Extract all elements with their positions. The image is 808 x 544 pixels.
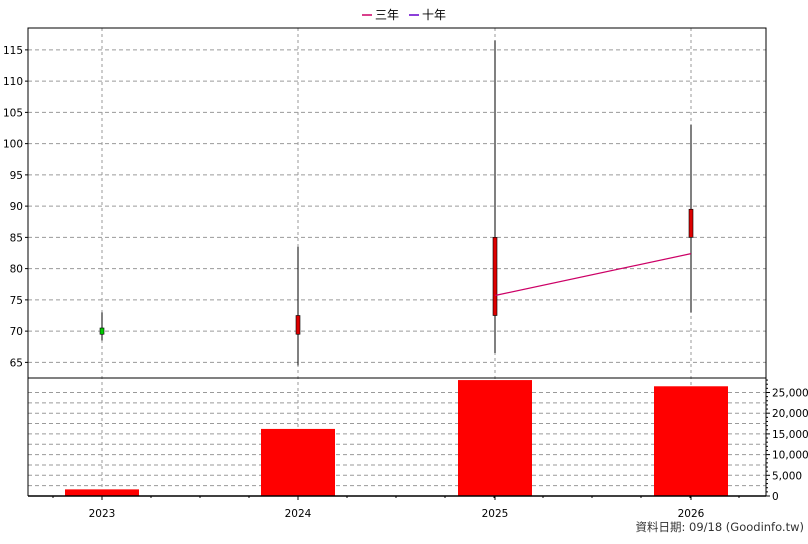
candle-body-2025 (492, 237, 498, 316)
price-tick-label: 75 (10, 295, 23, 307)
volume-tick-label: 10,000 (772, 450, 808, 462)
candles (99, 40, 694, 366)
volume-bars (65, 380, 728, 496)
volume-tick-label: 5,000 (772, 470, 802, 482)
x-tick-label-2024: 2024 (285, 508, 312, 520)
x-tick-label-2026: 2026 (678, 508, 705, 520)
candle-body-2023 (99, 327, 105, 335)
price-panel-frame (27, 27, 767, 379)
volume-tick-label: 0 (772, 491, 779, 503)
x-axis: 2023 2024 2025 2026 (52, 496, 740, 520)
price-tick-label: 70 (10, 326, 23, 338)
volume-bar-2026 (654, 386, 728, 496)
volume-bar-2024 (261, 428, 335, 496)
x-tick-label-2023: 2023 (89, 508, 116, 520)
price-tick-label: 85 (10, 232, 23, 244)
price-tick-label: 100 (3, 139, 23, 151)
trend-line-3yr (494, 253, 692, 297)
volume-bar-2025 (458, 380, 532, 496)
price-tick-label: 80 (10, 264, 23, 276)
source-note: 資料日期: 09/18 (Goodinfo.tw) (635, 520, 804, 534)
price-tick-label: 90 (10, 201, 23, 213)
price-tick-label: 115 (3, 45, 23, 57)
legend: 三年 十年 (362, 8, 446, 22)
volume-tick-label: 20,000 (772, 408, 808, 420)
legend-label-10yr: 十年 (422, 8, 446, 22)
trend-line-3yr-path (494, 253, 692, 297)
volume-axis: 0 5,000 10,000 15,000 20,000 25,000 (766, 379, 808, 503)
legend-label-3yr: 三年 (375, 8, 399, 22)
price-tick-label: 110 (3, 76, 23, 88)
x-tick-label-2025: 2025 (482, 508, 509, 520)
candle-body-2024 (295, 315, 301, 335)
candle-body-2026 (688, 208, 694, 238)
price-tick-label: 105 (3, 107, 23, 119)
price-tick-label: 65 (10, 357, 23, 369)
volume-tick-label: 15,000 (772, 429, 808, 441)
price-tick-label: 95 (10, 170, 23, 182)
price-axis: 65 70 75 80 85 90 95 100 105 110 115 (3, 45, 28, 369)
volume-tick-label: 25,000 (772, 387, 808, 399)
volume-bar-2023 (65, 489, 139, 496)
grid (28, 28, 766, 496)
